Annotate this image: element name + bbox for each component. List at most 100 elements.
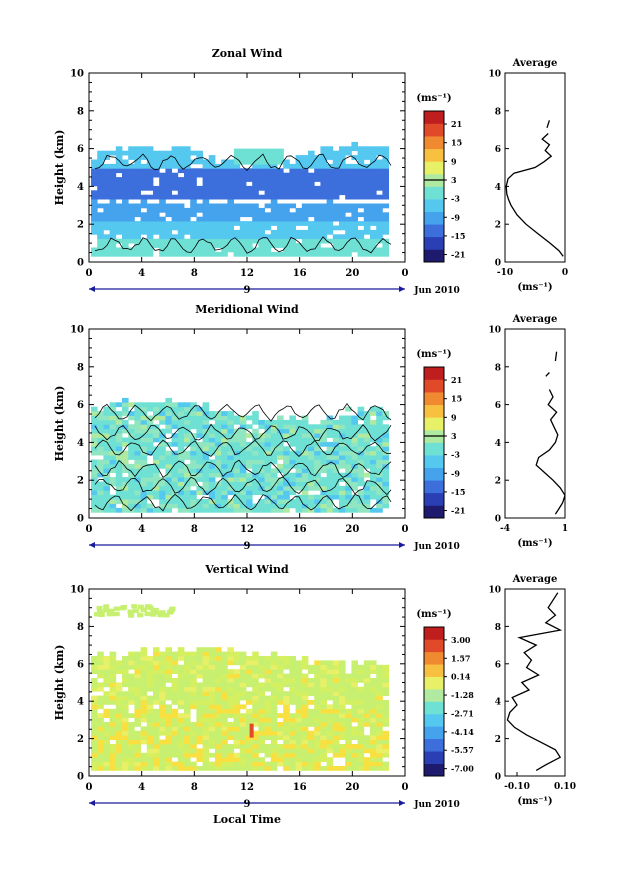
heatmap-cell — [196, 477, 203, 482]
heatmap-cell — [97, 463, 104, 469]
heatmap-cell — [376, 428, 383, 434]
heatmap-cell — [128, 735, 135, 740]
heatmap-cell — [314, 428, 321, 434]
heatmap-cell — [227, 757, 234, 762]
heatmap-cell — [246, 752, 253, 758]
heatmap-cell — [91, 424, 98, 430]
heatmap-cell — [270, 700, 278, 705]
heatmap-cell — [134, 463, 141, 469]
heatmap-cell — [332, 735, 340, 740]
heatmap-cell — [345, 744, 352, 749]
heatmap-cell — [252, 678, 259, 683]
x-tick-label: 12 — [240, 782, 254, 793]
heatmap-cell — [345, 472, 352, 478]
heatmap-cell — [320, 177, 327, 182]
heatmap-cell — [277, 455, 284, 460]
heatmap-cell — [159, 459, 166, 465]
heatmap-cell — [109, 150, 117, 156]
heatmap-cell — [177, 229, 185, 235]
heatmap-cell — [221, 433, 228, 438]
heatmap-cell — [134, 700, 141, 705]
heatmap-cell — [202, 406, 210, 412]
heatmap-cell — [351, 503, 358, 509]
heatmap-cell — [363, 194, 371, 200]
heatmap-cell — [202, 402, 210, 408]
heatmap-cell — [376, 251, 383, 257]
heatmap-cell — [301, 477, 309, 482]
heatmap-cell — [370, 163, 377, 169]
heatmap-cell — [146, 194, 154, 200]
heatmap-cell — [301, 673, 309, 679]
heatmap-cell — [208, 477, 216, 482]
heatmap-cell — [202, 678, 210, 683]
heatmap-cell — [177, 481, 185, 487]
heatmap-cell — [153, 664, 160, 670]
heatmap-cell — [146, 463, 154, 469]
heatmap-cell — [165, 704, 172, 710]
heatmap-cell — [208, 752, 216, 758]
heatmap-cell — [314, 485, 321, 491]
heatmap-cell — [109, 411, 117, 416]
heatmap-cell — [252, 472, 259, 478]
heatmap-cell — [345, 490, 352, 496]
heatmap-cell — [177, 717, 185, 723]
profile-x-tick-label: 1 — [562, 524, 568, 534]
heatmap-cell — [252, 168, 259, 174]
heatmap-cell — [153, 713, 160, 718]
heatmap-cell — [239, 686, 247, 692]
heatmap-cell — [363, 221, 371, 226]
heatmap-cell — [227, 433, 234, 438]
heatmap-cell — [376, 212, 383, 218]
colorbar-tick-label: -3 — [451, 194, 460, 204]
heatmap-cell — [97, 664, 104, 670]
heatmap-cell — [370, 168, 377, 174]
heatmap-cell — [190, 229, 197, 235]
heatmap-cell — [169, 606, 176, 611]
heatmap-cell — [177, 722, 185, 727]
heatmap-cell — [301, 159, 309, 165]
heatmap-cell — [171, 708, 179, 714]
heatmap-cell — [122, 713, 129, 718]
heatmap-cell — [345, 700, 352, 705]
heatmap-cell — [221, 682, 228, 688]
heatmap-cell — [103, 494, 110, 500]
heatmap-cell — [215, 704, 222, 710]
heatmap-cell — [277, 730, 284, 736]
heatmap-cell — [115, 225, 123, 231]
heatmap-cell — [270, 472, 278, 478]
heatmap-cell — [97, 428, 104, 434]
heatmap-cell — [215, 472, 222, 478]
heatmap-cell — [202, 207, 210, 213]
heatmap-cell — [252, 766, 259, 771]
heatmap-cell — [270, 726, 278, 732]
heatmap-cell — [270, 713, 278, 718]
heatmap-cell — [215, 177, 222, 182]
heatmap-cell — [314, 251, 321, 257]
heatmap-cell — [190, 238, 197, 244]
heatmap-cell — [357, 441, 365, 447]
heatmap-cell — [239, 481, 247, 487]
heatmap-cell — [326, 669, 334, 674]
heatmap-cell — [289, 748, 296, 754]
heatmap-cell — [159, 225, 166, 231]
heatmap-cell — [264, 660, 272, 666]
heatmap-cell — [239, 225, 247, 231]
heatmap-cell — [202, 428, 210, 434]
heatmap-cell — [258, 673, 265, 679]
heatmap-cell — [289, 163, 296, 169]
heatmap-cell — [196, 748, 203, 754]
heatmap-cell — [320, 686, 327, 692]
heatmap-cell — [264, 437, 272, 443]
heatmap-cell — [382, 682, 389, 688]
heatmap-cell — [122, 229, 129, 235]
heatmap-cell — [339, 221, 346, 226]
heatmap-cell — [370, 411, 377, 416]
heatmap-cell — [382, 748, 389, 754]
heatmap-cell — [326, 717, 334, 723]
heatmap-cell — [320, 150, 327, 156]
heatmap-cell — [258, 499, 265, 504]
heatmap-cell — [208, 499, 216, 504]
heatmap-cell — [295, 481, 303, 487]
heatmap-cell — [208, 673, 216, 679]
heatmap-cell — [363, 691, 371, 696]
